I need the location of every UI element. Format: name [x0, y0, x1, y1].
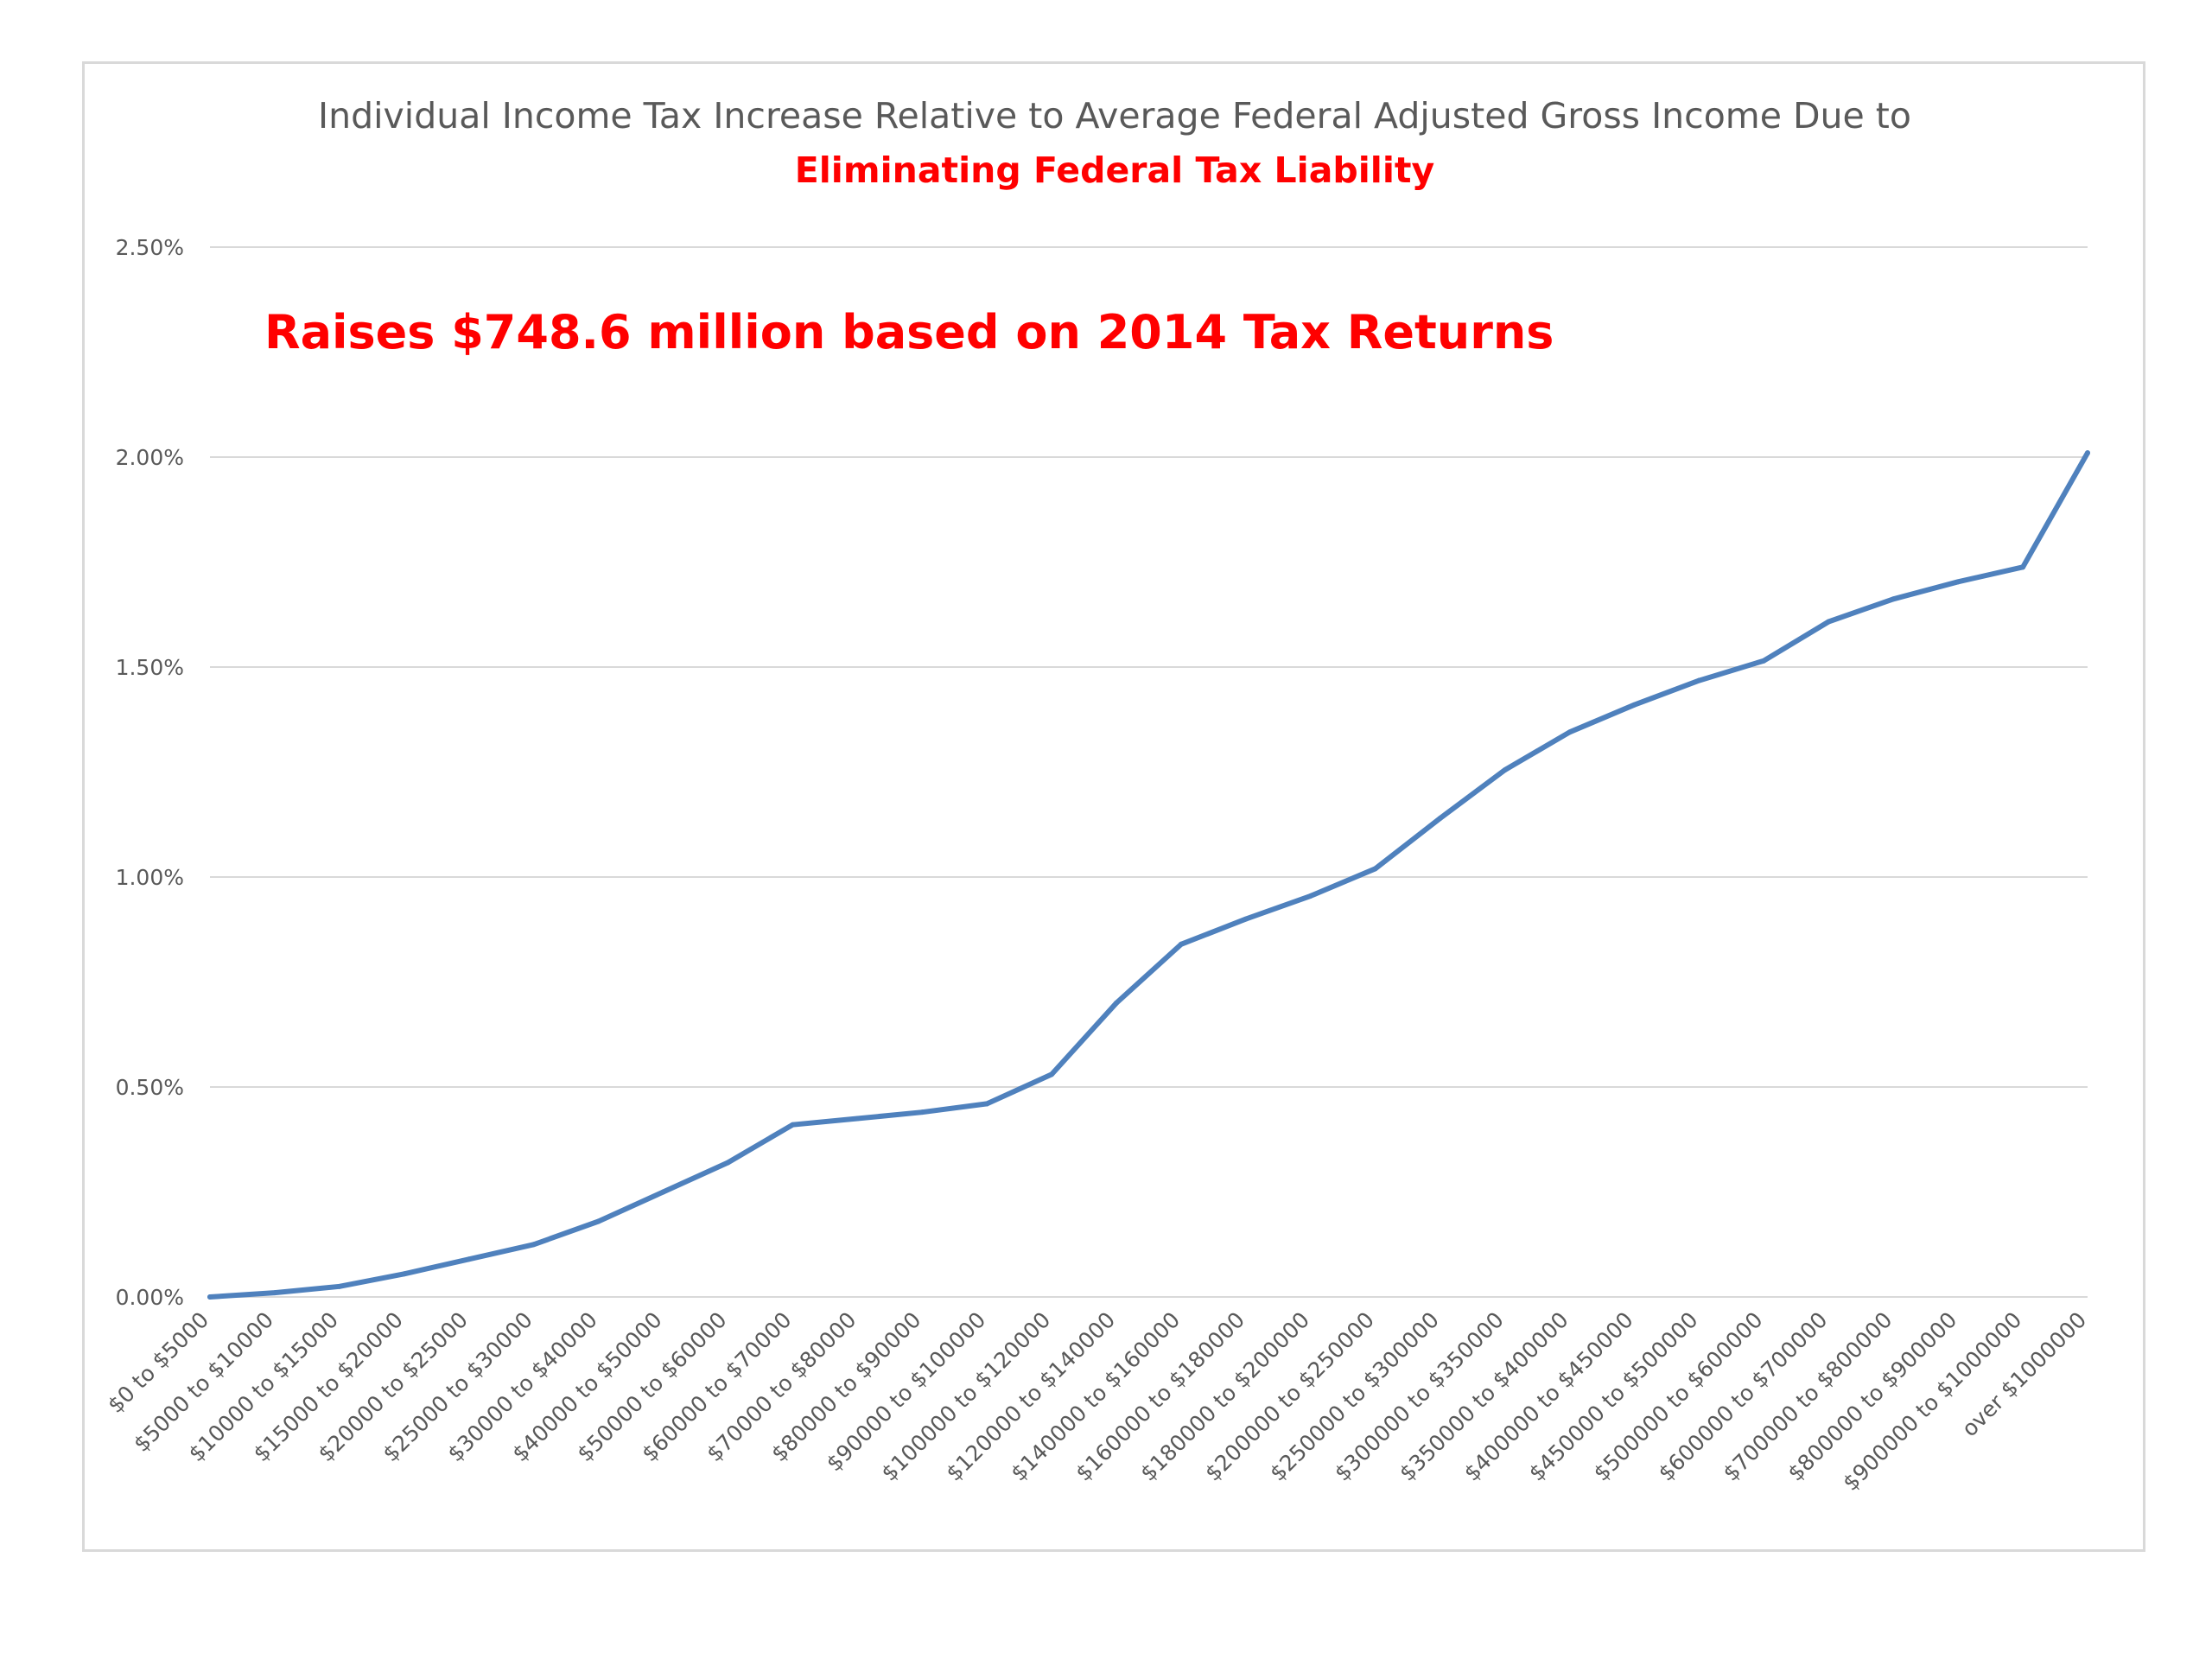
- data-point: [207, 1294, 213, 1300]
- data-point: [595, 1218, 601, 1224]
- data-point: [919, 1109, 925, 1116]
- chart-svg: Individual Income Tax Increase Relative …: [103, 95, 2091, 1496]
- data-point: [2085, 450, 2090, 456]
- data-point: [1955, 579, 1961, 585]
- data-point: [1437, 815, 1443, 821]
- data-point: [1567, 729, 1573, 735]
- data-point: [1307, 893, 1313, 899]
- data-point: [1761, 658, 1767, 664]
- x-axis-ticks: $0 to $5000$5000 to $10000$10000 to $150…: [103, 1307, 2091, 1496]
- chart-title: Individual Income Tax Increase Relative …: [318, 95, 1911, 137]
- chart-frame: Individual Income Tax Increase Relative …: [82, 61, 2145, 1552]
- data-point: [725, 1160, 731, 1166]
- series-line: [207, 450, 2090, 1300]
- data-point: [2020, 564, 2026, 570]
- y-tick-label: 1.00%: [116, 865, 184, 890]
- data-point: [855, 1116, 861, 1122]
- data-point: [1178, 941, 1184, 947]
- data-point: [401, 1271, 407, 1277]
- data-point: [790, 1122, 796, 1128]
- data-point: [660, 1189, 666, 1195]
- data-point: [1502, 767, 1508, 773]
- chart-subtitle: Eliminating Federal Tax Liability: [795, 149, 1434, 191]
- y-axis-ticks: 0.00% 0.50% 1.00% 1.50% 2.00% 2.50%: [116, 235, 184, 1310]
- data-point: [1696, 677, 1702, 683]
- data-point: [336, 1283, 342, 1289]
- y-tick-label: 0.00%: [116, 1285, 184, 1310]
- data-point: [1049, 1071, 1055, 1077]
- data-point: [1372, 866, 1378, 872]
- data-point: [466, 1256, 472, 1262]
- y-tick-label: 1.50%: [116, 655, 184, 680]
- data-point: [984, 1101, 990, 1107]
- chart-annotation: Raises $748.6 million based on 2014 Tax …: [264, 305, 1554, 359]
- data-point: [1243, 916, 1249, 922]
- data-point: [531, 1242, 537, 1248]
- data-point: [1891, 596, 1897, 602]
- y-tick-label: 2.50%: [116, 235, 184, 260]
- series-layer: [207, 450, 2090, 1300]
- y-tick-label: 0.50%: [116, 1075, 184, 1100]
- data-point: [1631, 702, 1637, 708]
- data-point: [271, 1290, 277, 1296]
- y-tick-label: 2.00%: [116, 445, 184, 470]
- data-point: [1114, 1000, 1120, 1006]
- data-point: [1826, 619, 1832, 625]
- grid-layer: [210, 246, 2088, 1298]
